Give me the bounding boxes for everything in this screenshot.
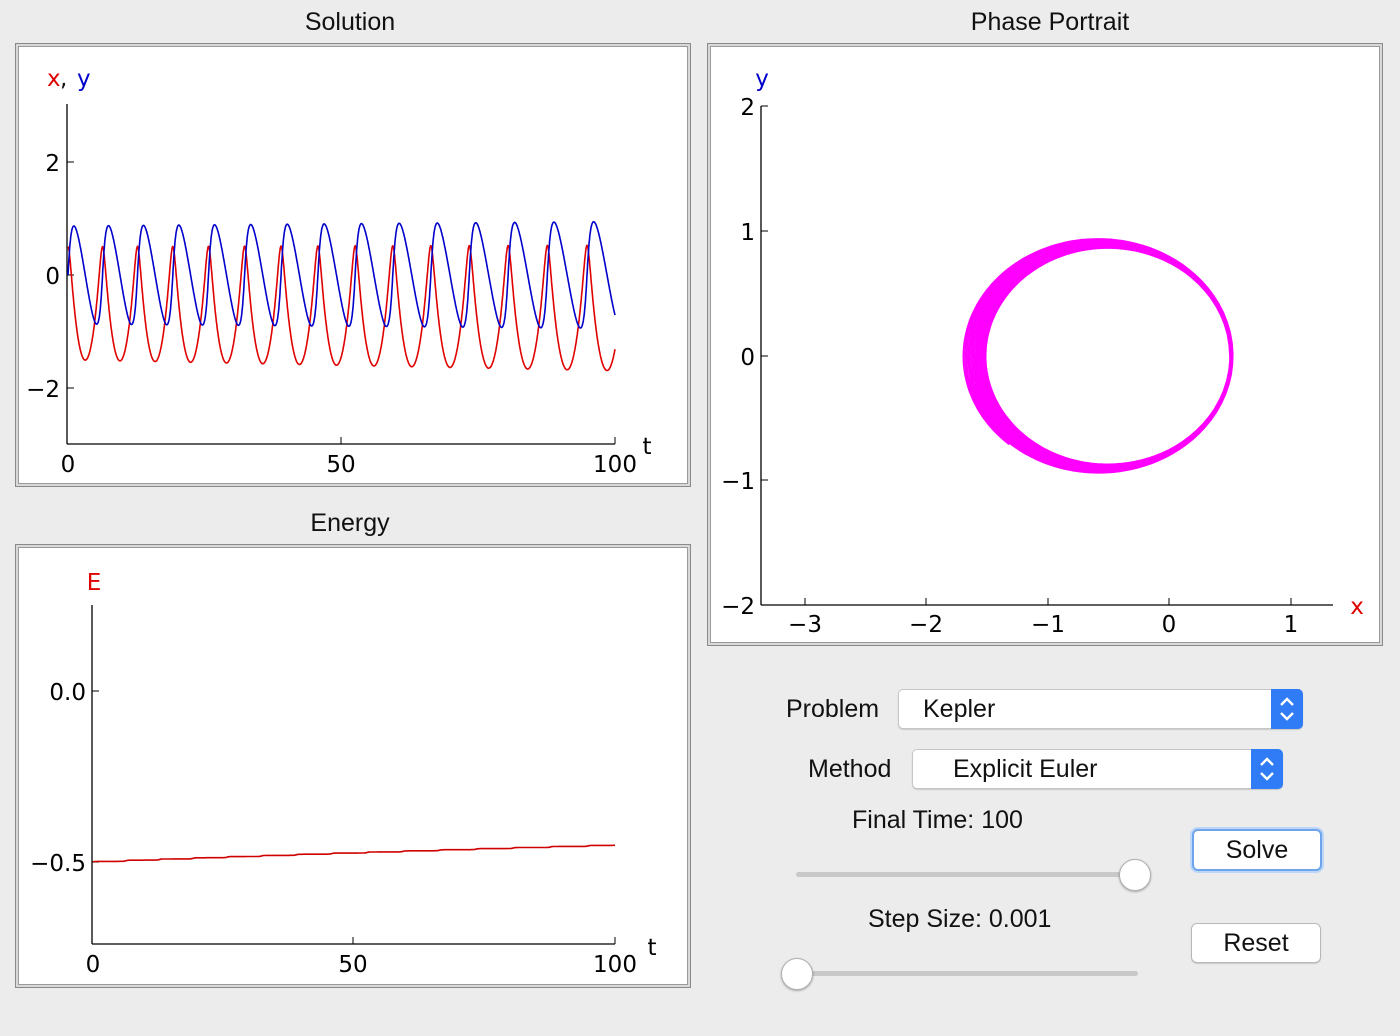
solution-ylabel-y: y (77, 66, 91, 92)
final-time-label: Final Time: 100 (852, 806, 1023, 834)
energy-series-line (92, 844, 615, 863)
phase-xlabel: x (1350, 594, 1364, 620)
x-series-line (67, 244, 616, 372)
problem-select[interactable]: Kepler (898, 689, 1303, 729)
final-time-slider-track[interactable] (796, 872, 1146, 877)
solution-title: Solution (304, 8, 396, 36)
phase-orbit-line (962, 238, 1234, 474)
final-time-slider-knob[interactable] (1119, 859, 1151, 891)
chevron-updown-icon (1271, 689, 1303, 729)
energy-xtick: 100 (593, 952, 637, 978)
step-size-label: Step Size: 0.001 (868, 905, 1052, 933)
energy-xlabel: t (647, 935, 656, 961)
energy-ylabel: E (87, 570, 102, 596)
problem-value: Kepler (923, 695, 996, 723)
phase-chart: y x 2 1 0 −1 −2 −3 −2 −1 0 1 (721, 66, 1364, 638)
phase-xtick: −1 (1031, 612, 1065, 638)
solution-xtick: 50 (326, 452, 355, 478)
chevron-updown-icon (1251, 749, 1283, 789)
y-series-line (67, 220, 616, 329)
problem-label: Problem (786, 695, 880, 723)
phase-xtick: −2 (909, 612, 943, 638)
phase-ytick: 0 (740, 345, 755, 371)
reset-button[interactable]: Reset (1191, 923, 1321, 963)
solution-ytick: −2 (26, 377, 60, 403)
solution-chart: x , y 2 0 −2 0 50 100 t (26, 66, 651, 478)
phase-xtick: −3 (788, 612, 822, 638)
solution-xtick: 0 (61, 452, 76, 478)
phase-ylabel: y (755, 66, 769, 92)
phase-title: Phase Portrait (970, 8, 1130, 36)
energy-title: Energy (310, 509, 390, 537)
phase-xtick: 1 (1284, 612, 1299, 638)
solution-plot: x , y 2 0 −2 0 50 100 t (15, 43, 691, 487)
phase-ytick: 2 (740, 95, 755, 121)
energy-chart: E 0.0 −0.5 0 50 100 t (30, 570, 656, 978)
energy-plot: E 0.0 −0.5 0 50 100 t (15, 544, 691, 988)
method-label: Method (808, 755, 892, 783)
phase-plot: y x 2 1 0 −1 −2 −3 −2 −1 0 1 (707, 43, 1383, 646)
phase-ytick: −2 (721, 594, 755, 620)
solution-ylabel-sep: , (60, 66, 67, 92)
energy-ytick: 0.0 (49, 680, 86, 706)
method-select[interactable]: Explicit Euler (912, 749, 1283, 789)
energy-ytick: −0.5 (30, 851, 86, 877)
step-size-slider-knob[interactable] (781, 958, 813, 990)
energy-xtick: 0 (86, 952, 101, 978)
energy-xtick: 50 (338, 952, 367, 978)
solution-ytick: 0 (45, 264, 60, 290)
solution-xtick: 100 (593, 452, 637, 478)
solve-button[interactable]: Solve (1192, 829, 1322, 871)
method-value: Explicit Euler (953, 755, 1098, 783)
phase-ytick: 1 (740, 220, 755, 246)
phase-ytick: −1 (721, 469, 755, 495)
phase-xtick: 0 (1162, 612, 1177, 638)
solution-xlabel: t (642, 434, 651, 460)
solution-ylabel-x: x (47, 66, 61, 92)
solution-ytick: 2 (45, 151, 60, 177)
step-size-slider-track[interactable] (786, 971, 1138, 976)
